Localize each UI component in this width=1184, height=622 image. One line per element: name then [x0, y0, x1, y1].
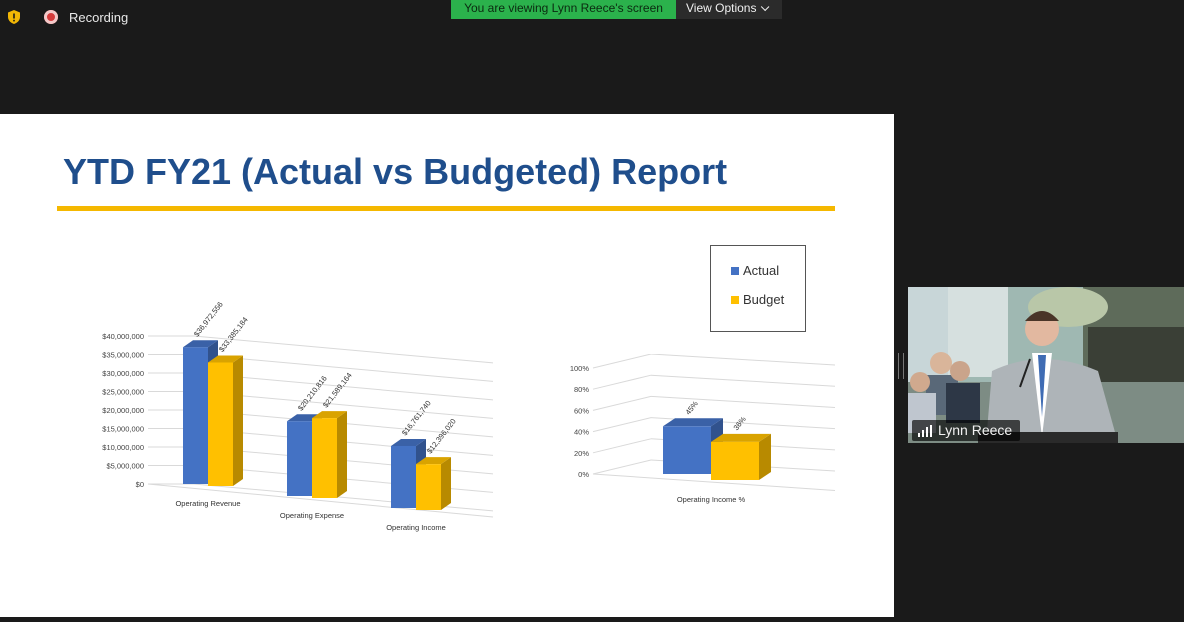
legend-label-actual: Actual: [743, 263, 780, 278]
data-label: $36,972,556: [192, 300, 225, 338]
legend-swatch-actual: [731, 267, 739, 275]
y-tick-label: $25,000,000: [102, 388, 144, 397]
category-label: Operating Revenue: [175, 499, 240, 508]
data-label: $21,589,164: [321, 371, 354, 409]
bar-side: [759, 433, 771, 480]
gridline: [650, 395, 836, 408]
legend-item-budget: Budget: [731, 292, 784, 307]
gridline-side: [592, 417, 652, 433]
y-tick-label: 0%: [578, 470, 589, 479]
meeting-top-bar: Recording You are viewing Lynn Reece's s…: [0, 0, 1184, 36]
chart-legend: Actual Budget: [710, 245, 806, 332]
view-options-label: View Options: [686, 1, 757, 15]
data-label: $12,396,020: [425, 417, 458, 455]
bar-budget-operating-income: [711, 433, 771, 480]
legend-label-budget: Budget: [743, 292, 785, 307]
y-tick-label: 100%: [570, 364, 590, 373]
y-tick-label: $20,000,000: [102, 406, 144, 415]
bar-budget-operating-revenue: [208, 355, 243, 486]
category-label: Operating Income: [386, 523, 446, 532]
y-tick-label: $0: [136, 480, 144, 489]
income-percent-chart: 0%20%40%60%80%100%45%36%Operating Income…: [570, 354, 836, 504]
y-tick-label: $10,000,000: [102, 443, 144, 452]
bar-actual-operating-income: [663, 418, 723, 474]
gridline-side: [592, 354, 652, 369]
chevron-down-icon: [761, 2, 770, 12]
bar-front: [208, 362, 233, 486]
y-tick-label: $35,000,000: [102, 351, 144, 360]
bar-top: [208, 355, 243, 363]
shared-slide: YTD FY21 (Actual vs Budgeted) Report Act…: [0, 114, 894, 617]
legend-swatch-budget: [731, 296, 739, 304]
bar-budget-operating-income: [416, 457, 451, 510]
bar-side: [337, 411, 347, 498]
floor-line: [592, 473, 836, 492]
panel-resize-handle[interactable]: [898, 353, 904, 379]
bar-front: [287, 421, 312, 496]
gridline: [650, 354, 836, 366]
gridline-side: [592, 459, 652, 475]
y-tick-label: $40,000,000: [102, 332, 144, 341]
slide-title: YTD FY21 (Actual vs Budgeted) Report: [63, 151, 728, 192]
bar-top: [416, 457, 451, 465]
bar-front: [183, 347, 208, 484]
category-label: Operating Income %: [677, 495, 746, 504]
financial-bar-chart: $0 $5,000,000 $10,000,000 $15,000,000 $20,00…: [102, 300, 494, 532]
bar-top: [183, 340, 218, 348]
data-label: $33,385,184: [217, 315, 250, 353]
y-tick-label: $5,000,000: [106, 462, 144, 471]
recording-icon[interactable]: [44, 10, 58, 24]
gridline: [193, 391, 494, 419]
floor-line: [147, 483, 494, 518]
y-tick-label: 40%: [574, 428, 589, 437]
participant-video-tile[interactable]: [908, 287, 1184, 443]
participant-name: Lynn Reece: [938, 422, 1013, 438]
screen-share-banner: You are viewing Lynn Reece's screen: [451, 0, 676, 19]
legend-item-actual: Actual: [731, 263, 779, 278]
y-tick-label: $30,000,000: [102, 369, 144, 378]
bar-top: [663, 418, 723, 427]
gridline: [650, 374, 836, 387]
bar-front: [312, 418, 337, 498]
bar-front: [663, 426, 711, 474]
bar-top: [391, 438, 426, 446]
gridline: [193, 354, 494, 382]
bar-side: [233, 355, 243, 486]
bar-front: [416, 464, 441, 510]
gridline-side: [592, 395, 652, 411]
participant-name-label: Lynn Reece: [912, 420, 1021, 441]
bar-top: [711, 433, 771, 442]
participant-video: [908, 287, 1184, 443]
gridline: [193, 335, 494, 364]
bar-front: [391, 445, 416, 508]
bar-budget-operating-expense: [312, 411, 347, 498]
y-tick-label: 60%: [574, 406, 589, 415]
bar-top: [312, 411, 347, 419]
bar-side: [441, 457, 451, 510]
y-tick-label: 20%: [574, 449, 589, 458]
gridline: [193, 372, 494, 401]
title-underline: [57, 206, 835, 211]
recording-label[interactable]: Recording: [69, 10, 129, 25]
gridline-side: [592, 374, 652, 390]
signal-strength-icon: [918, 425, 932, 437]
y-tick-label: $15,000,000: [102, 425, 144, 434]
category-label: Operating Expense: [280, 511, 344, 520]
view-options-button[interactable]: View Options: [676, 0, 782, 19]
y-tick-label: 80%: [574, 385, 589, 394]
shield-icon[interactable]: [6, 9, 22, 25]
gridline-side: [592, 438, 652, 454]
bar-front: [711, 441, 759, 480]
data-label: 45%: [683, 399, 700, 417]
